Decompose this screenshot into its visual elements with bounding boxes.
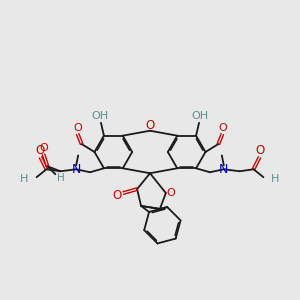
- Text: O: O: [167, 188, 175, 198]
- Text: N: N: [219, 163, 229, 176]
- Text: O: O: [218, 123, 227, 133]
- Text: H: H: [20, 174, 28, 184]
- Text: O: O: [113, 188, 122, 202]
- Text: O: O: [146, 119, 154, 132]
- Text: OH: OH: [191, 111, 208, 121]
- Text: H: H: [57, 173, 65, 183]
- Text: N: N: [71, 163, 81, 176]
- Text: OH: OH: [92, 111, 109, 121]
- Text: O: O: [35, 144, 44, 157]
- Text: O: O: [39, 143, 48, 154]
- Text: O: O: [256, 144, 265, 157]
- Text: O: O: [73, 123, 82, 133]
- Text: H: H: [272, 174, 280, 184]
